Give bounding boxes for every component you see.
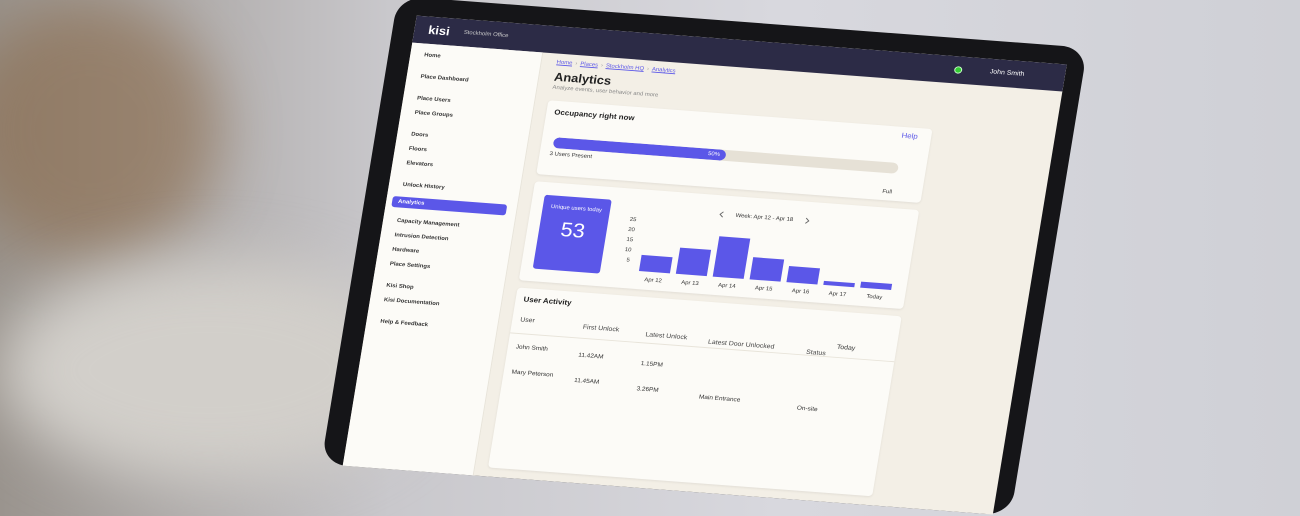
week-label: Week: Apr 12 - Apr 18 — [735, 213, 793, 223]
nav-item[interactable]: Doors — [410, 131, 429, 139]
cell: 3.26PM — [636, 385, 660, 394]
column-header: First Unlock — [582, 324, 620, 334]
cell: 1.15PM — [640, 360, 664, 369]
nav-item[interactable]: Place Groups — [414, 110, 454, 119]
nav-item[interactable]: Floors — [408, 146, 428, 154]
y-tick-label: 5 — [626, 258, 630, 264]
progress-label: 50% — [707, 151, 721, 158]
status-dot — [953, 66, 963, 74]
chart: Week: Apr 12 - Apr 18 25 20 15 10 5 Apr 12 Apr… — [624, 211, 893, 301]
logo: kisi — [427, 22, 451, 39]
chart-card: Unique users today 53 Week: Apr 12 - Apr… — [518, 181, 920, 310]
nav-item[interactable]: Place Users — [416, 95, 451, 104]
screen: kisi Stockholm Office John Smith Home Pla… — [342, 15, 1067, 515]
x-tick-label: Apr 16 — [791, 288, 809, 295]
cell: Main Entrance — [698, 394, 741, 404]
office: Stockholm Office — [463, 30, 509, 39]
x-tick-label: Apr 17 — [828, 291, 846, 298]
y-tick-label: 25 — [629, 217, 636, 223]
crumb[interactable]: Home — [556, 59, 573, 67]
nav-item[interactable]: Capacity Management — [396, 218, 460, 229]
occupancy-title: Occupancy right now — [553, 108, 636, 123]
x-tick-label: Apr 15 — [754, 286, 772, 293]
present: 3 Users Present — [549, 151, 593, 160]
x-tick-label: Apr 12 — [644, 277, 662, 284]
nav-item[interactable]: Kisi Documentation — [383, 297, 440, 308]
user-menu[interactable]: John Smith — [989, 68, 1025, 78]
cell: On-site — [796, 405, 819, 413]
full: Full — [881, 189, 893, 196]
nav-item[interactable]: Kisi Shop — [385, 283, 414, 291]
nav-item[interactable]: Home — [423, 52, 442, 60]
next-week[interactable] — [805, 217, 810, 224]
nav-item[interactable]: Unlock History — [402, 182, 445, 191]
bar — [823, 280, 855, 288]
y-tick-label: 15 — [626, 237, 633, 243]
help[interactable]: Help — [900, 131, 919, 141]
cell[interactable]: John Smith — [515, 343, 549, 353]
cell[interactable]: Mary Peterson — [511, 369, 554, 379]
bar — [786, 265, 821, 285]
nav-item[interactable]: Place Settings — [389, 261, 431, 270]
column-header: User — [519, 316, 536, 325]
crumb[interactable]: Places — [579, 61, 599, 69]
cell: 11.42AM — [577, 352, 604, 361]
nav-item[interactable]: Help & Feedback — [379, 319, 429, 329]
unique-box: Unique users today 53 — [532, 194, 612, 274]
y-tick-label: 10 — [624, 247, 631, 253]
blur — [0, 0, 220, 260]
progress-track: 50% — [552, 137, 900, 174]
bar — [675, 247, 712, 277]
nav-item[interactable]: Analytics — [391, 196, 508, 216]
activity-card: User Activity Today User First Unlock Late… — [488, 287, 902, 497]
bar — [712, 236, 751, 279]
period[interactable]: Today — [836, 344, 856, 352]
y-tick-label: 20 — [628, 227, 635, 233]
nav-item[interactable]: Place Dashboard — [420, 74, 469, 84]
activity-title: User Activity — [522, 295, 573, 307]
separator: › — [574, 61, 578, 67]
prev-week[interactable] — [719, 211, 724, 218]
x-tick-label: Apr 14 — [718, 283, 736, 290]
unique-value: 53 — [558, 217, 587, 243]
crumb[interactable]: Stockholm HQ — [605, 63, 645, 72]
unique-label: Unique users today — [550, 204, 603, 214]
x-tick-label: Today — [866, 294, 883, 301]
nav-item[interactable]: Hardware — [391, 247, 420, 255]
nav-item[interactable]: Intrusion Detection — [394, 232, 449, 243]
laptop: kisi Stockholm Office John Smith Home Pla… — [321, 0, 1088, 516]
bar — [860, 281, 893, 290]
separator: › — [600, 63, 604, 69]
bar — [749, 257, 785, 282]
x-tick-label: Apr 13 — [681, 280, 699, 287]
cell: 11.45AM — [573, 377, 600, 386]
nav-item[interactable]: Elevators — [405, 160, 434, 169]
bar — [638, 254, 673, 274]
crumb[interactable]: Analytics — [651, 67, 676, 75]
separator: › — [646, 66, 650, 73]
column-header: Latest Unlock — [644, 331, 688, 342]
